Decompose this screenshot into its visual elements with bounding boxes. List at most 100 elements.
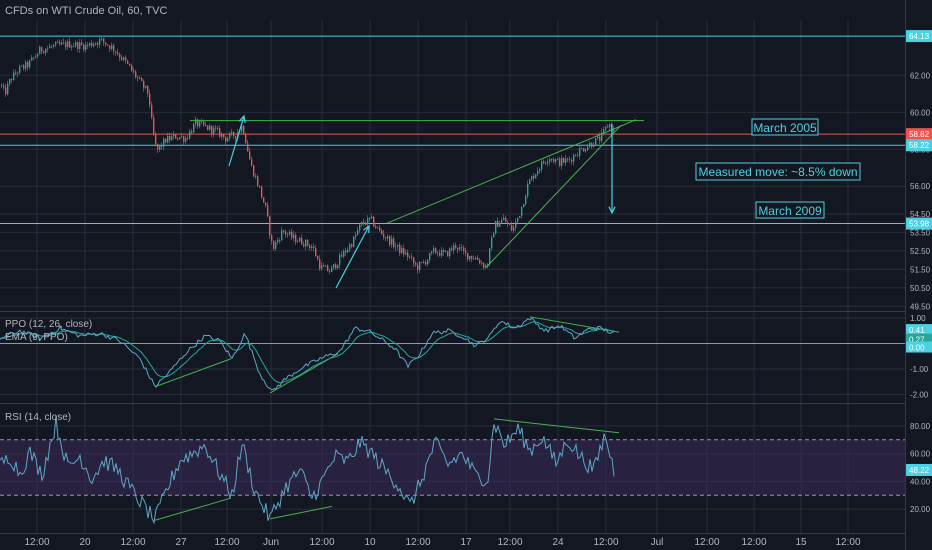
- candle-body: [259, 185, 261, 188]
- candle-body: [369, 217, 371, 219]
- candle-body: [217, 128, 219, 130]
- candle-body: [267, 205, 269, 217]
- candle-body: [17, 72, 19, 74]
- candle-body: [347, 249, 349, 253]
- candle-body: [95, 43, 97, 45]
- candle-body: [231, 131, 233, 134]
- annotation-march2005-box[interactable]: [751, 118, 819, 136]
- candle-body: [537, 170, 539, 175]
- candle-body: [361, 222, 363, 225]
- candle-body: [583, 148, 585, 152]
- candle-body: [579, 148, 581, 156]
- ppo-value-text: 0.27: [909, 336, 925, 345]
- candle-body: [5, 87, 7, 95]
- y-tick-label: 53.50: [910, 228, 931, 237]
- ppo-value-text: 0.00: [909, 344, 925, 353]
- candle-body: [351, 244, 353, 247]
- x-tick-label: 12:00: [405, 537, 430, 548]
- candle-body: [421, 261, 423, 263]
- annotation-measured-box[interactable]: [695, 162, 861, 181]
- candle-body: [269, 216, 271, 236]
- annotation-measured: Measured move: ~8.5% down: [698, 165, 857, 179]
- candle-body: [533, 176, 535, 179]
- candle-body: [565, 158, 567, 163]
- price-label-tag: [906, 30, 932, 43]
- candle-body: [489, 248, 491, 265]
- candle-body: [191, 131, 193, 133]
- candle-body: [143, 80, 145, 88]
- candle-body: [207, 125, 209, 130]
- ppo-series: [0, 317, 615, 391]
- ppo-y-tick-label: 1.00: [910, 314, 926, 323]
- candle-body: [525, 196, 527, 205]
- candle-body: [591, 143, 593, 147]
- candle-body: [545, 162, 547, 164]
- candle-body: [117, 52, 119, 55]
- candle-body: [121, 57, 123, 60]
- candle-body: [37, 54, 39, 57]
- candle-body: [213, 127, 215, 134]
- candle-body: [547, 161, 549, 163]
- x-tick-label: 15: [795, 537, 807, 548]
- candle-body: [477, 257, 479, 261]
- candle-body: [115, 51, 117, 53]
- y-tick-label: 54.50: [910, 210, 931, 219]
- chart-title: CFDs on WTI Crude Oil, 60, TVC: [5, 5, 167, 17]
- x-tick-label: 12:00: [120, 537, 145, 548]
- candle-body: [553, 159, 555, 162]
- candle-body: [453, 245, 455, 251]
- candle-body: [353, 236, 355, 247]
- candle-body: [377, 227, 379, 229]
- candle-body: [151, 104, 153, 118]
- candle-body: [179, 137, 181, 139]
- candle-body: [499, 223, 501, 227]
- candle-body: [397, 244, 399, 247]
- x-tick-label: 20: [79, 537, 91, 548]
- candle-body: [323, 265, 325, 267]
- candle-body: [223, 133, 225, 138]
- candle-body: [305, 240, 307, 247]
- candle-body: [367, 217, 369, 225]
- candle-body: [83, 44, 85, 50]
- candle-body: [603, 129, 605, 133]
- candle-body: [335, 264, 337, 269]
- candle-body: [595, 138, 597, 146]
- rsi-band: [0, 439, 905, 496]
- candle-body: [309, 245, 311, 248]
- candle-body: [599, 136, 601, 141]
- annotation-march2009-box[interactable]: [755, 201, 825, 219]
- candle-body: [303, 244, 305, 247]
- candle-body: [425, 261, 427, 265]
- y-tick-label: 62.00: [910, 71, 931, 80]
- candle-body: [371, 216, 373, 219]
- x-tick-label: 12:00: [835, 537, 860, 548]
- candle-body: [297, 241, 299, 243]
- candle-body: [139, 77, 141, 79]
- candle-body: [135, 71, 137, 78]
- candle-body: [445, 251, 447, 253]
- candle-body: [439, 253, 441, 256]
- candle-body: [539, 169, 541, 171]
- candle-body: [463, 247, 465, 251]
- rsi-value-text: 48.22: [909, 466, 930, 475]
- candle-body: [357, 230, 359, 235]
- candle-body: [491, 237, 493, 249]
- candle-body: [471, 255, 473, 259]
- horizontal-levels: [0, 35, 905, 345]
- axes: 12:00 20 12:00 27 12:00 Jun 12:00 10 12:00 17 12:0…: [24, 30, 932, 548]
- candle-body: [527, 184, 529, 197]
- candle-body: [331, 267, 333, 272]
- candle-body: [457, 247, 459, 250]
- candle-body: [101, 38, 103, 40]
- candle-body: [19, 66, 21, 73]
- candle-body: [423, 261, 425, 263]
- candle-body: [277, 240, 279, 243]
- candle-body: [573, 155, 575, 162]
- candle-body: [3, 85, 5, 88]
- candle-body: [519, 215, 521, 218]
- candle-body: [203, 121, 205, 125]
- candle-body: [581, 148, 583, 150]
- x-tick-label: 12:00: [593, 537, 618, 548]
- candle-body: [329, 271, 331, 272]
